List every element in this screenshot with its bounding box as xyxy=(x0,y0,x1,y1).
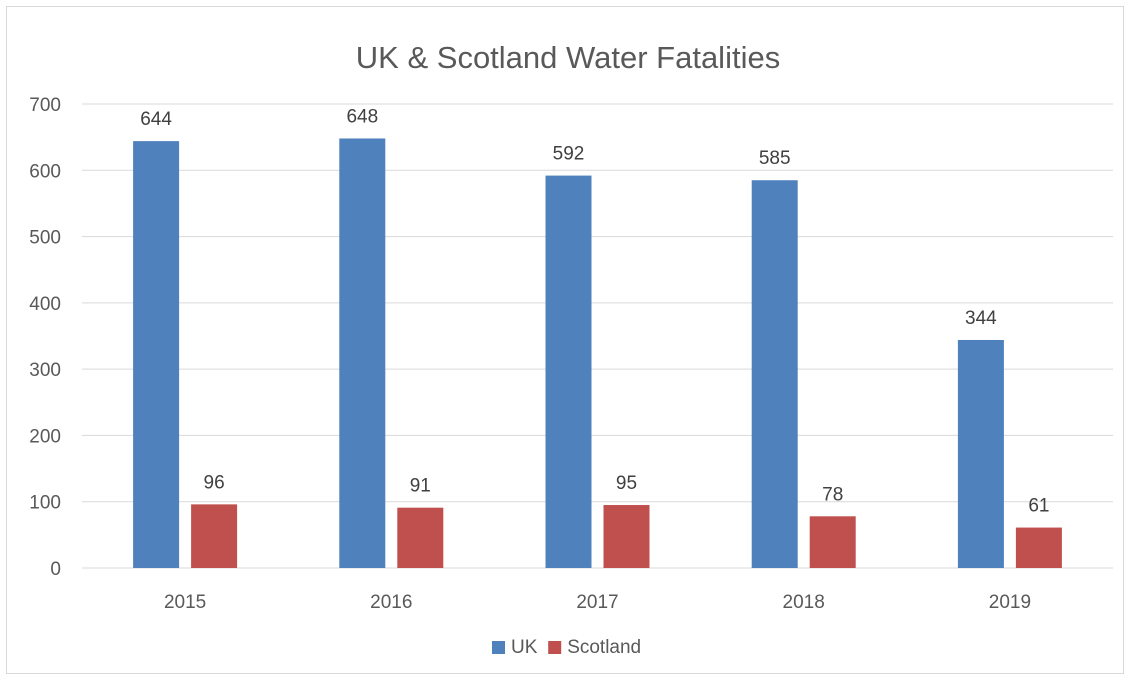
y-tick-label: 600 xyxy=(29,161,61,182)
chart-title: UK & Scotland Water Fatalities xyxy=(356,40,780,75)
chart-svg: UK & Scotland Water Fatalities 0 100 200 30… xyxy=(29,40,1113,658)
data-label-scotland-2017: 95 xyxy=(616,473,637,494)
y-tick-label: 300 xyxy=(29,360,61,381)
x-tick-label: 2018 xyxy=(783,592,825,613)
data-label-uk-2019: 344 xyxy=(965,308,997,329)
x-tick-label: 2017 xyxy=(576,592,618,613)
data-label-scotland-2018: 78 xyxy=(822,484,843,505)
y-tick-label: 700 xyxy=(29,95,61,116)
bar-scotland-2017 xyxy=(603,505,650,568)
y-tick-label: 500 xyxy=(29,228,61,249)
data-label-uk-2016: 648 xyxy=(346,106,378,127)
x-axis-ticks: 2015 2016 2017 2018 2019 xyxy=(164,592,1031,613)
legend-swatch-scotland xyxy=(548,641,562,654)
data-label-scotland-2016: 91 xyxy=(410,476,431,497)
bar-uk-2018 xyxy=(751,180,798,568)
data-label-uk-2017: 592 xyxy=(553,144,585,165)
legend-label-uk: UK xyxy=(511,637,538,658)
data-label-uk-2018: 585 xyxy=(759,148,791,169)
x-tick-label: 2015 xyxy=(164,592,206,613)
bars xyxy=(133,138,1062,569)
y-tick-label: 400 xyxy=(29,294,61,315)
bar-scotland-2016 xyxy=(397,507,444,568)
y-tick-label: 200 xyxy=(29,426,61,447)
bar-uk-2016 xyxy=(339,138,386,568)
x-tick-label: 2016 xyxy=(370,592,412,613)
data-label-uk-2015: 644 xyxy=(140,109,172,130)
gridlines xyxy=(82,103,1113,569)
x-tick-label: 2019 xyxy=(989,592,1031,613)
bar-scotland-2018 xyxy=(809,516,856,568)
bar-uk-2017 xyxy=(545,175,592,569)
bar-scotland-2019 xyxy=(1015,527,1062,568)
legend: UK Scotland xyxy=(492,637,641,658)
data-labels: 644 96 648 91 592 95 585 78 344 61 xyxy=(140,106,1049,516)
legend-label-scotland: Scotland xyxy=(567,637,641,658)
chart-frame: UK & Scotland Water Fatalities 0 100 200 30… xyxy=(6,6,1124,674)
legend-swatch-uk xyxy=(492,641,505,654)
bar-uk-2015 xyxy=(133,141,180,568)
bar-scotland-2015 xyxy=(191,504,238,568)
y-tick-label: 0 xyxy=(50,559,61,580)
data-label-scotland-2019: 61 xyxy=(1028,496,1049,517)
y-axis-ticks: 0 100 200 300 400 500 600 700 xyxy=(29,95,61,580)
y-tick-label: 100 xyxy=(29,493,61,514)
data-label-scotland-2015: 96 xyxy=(204,472,225,493)
bar-uk-2019 xyxy=(957,339,1004,568)
